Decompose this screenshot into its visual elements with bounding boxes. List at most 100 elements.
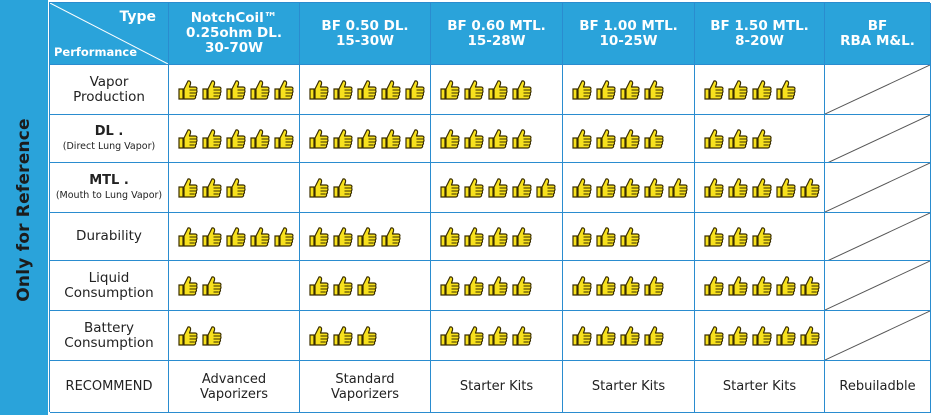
thumbs-up-icon (381, 226, 401, 247)
rating-cell (169, 163, 300, 213)
column-header: BF RBA M&L. (825, 3, 931, 65)
thumbs-up-icon (572, 128, 592, 149)
sidebar: Only for Reference (0, 0, 48, 415)
row-label-subtitle: (Mouth to Lung Vapor) (55, 190, 163, 201)
rating-cell (169, 65, 300, 115)
column-header-line: 15-28W (467, 32, 526, 49)
thumbs-up-icon (440, 79, 460, 100)
thumbs-up-icon (178, 275, 198, 296)
row-label: MTL . (Mouth to Lung Vapor) (50, 163, 169, 213)
thumbs-up-icon (644, 275, 664, 296)
thumbs-up-icon (405, 79, 425, 100)
not-applicable-cell (825, 65, 931, 115)
thumbs-up-icon (728, 128, 748, 149)
recommend-line: Advanced (201, 371, 267, 387)
thumbs-up-icon (620, 325, 640, 346)
thumbs-up-icon (512, 325, 532, 346)
thumbs-up-icon (202, 325, 222, 346)
thumbs-up-icon (512, 79, 532, 100)
thumbs-up-icon (309, 79, 329, 100)
thumbs-up-icon (488, 275, 508, 296)
thumbs-up-icon (274, 226, 294, 247)
thumbs-up-icon (357, 325, 377, 346)
header-corner: Type Performance (50, 3, 169, 65)
thumbs-up-icon (464, 325, 484, 346)
thumbs-up-icon (596, 325, 616, 346)
thumbs-up-icon (536, 177, 556, 198)
thumbs-up-icon (596, 128, 616, 149)
rating-cell (300, 65, 431, 115)
diagonal-slash (825, 65, 930, 114)
row-label-line: Liquid (88, 269, 130, 286)
column-header-line: RBA M&L. (840, 32, 915, 49)
thumbs-up-icon (309, 275, 329, 296)
rating-cell (431, 261, 563, 311)
thumbs-up-icon (752, 226, 772, 247)
thumbs-up-icon (704, 128, 724, 149)
row-label-line: Vapor (89, 73, 129, 90)
rating-cell (695, 311, 825, 361)
thumbs-up-icon (250, 79, 270, 100)
recommend-cell: Starter Kits (431, 361, 563, 413)
thumbs-up-icon (800, 325, 820, 346)
thumbs-up-icon (668, 177, 688, 198)
column-header-line: 0.25ohm DL. (186, 25, 282, 41)
row-label-line: Production (73, 88, 145, 105)
thumbs-up-icon (464, 226, 484, 247)
thumbs-up-icon (572, 325, 592, 346)
thumbs-up-icon (178, 79, 198, 100)
thumbs-up-icon (752, 79, 772, 100)
performance-label: Performance (54, 45, 138, 59)
thumbs-up-icon (752, 128, 772, 149)
thumbs-up-icon (309, 226, 329, 247)
thumbs-up-icon (440, 226, 460, 247)
thumbs-up-icon (464, 128, 484, 149)
column-header-line: BF 0.50 DL. (321, 17, 409, 34)
thumbs-up-icon (309, 128, 329, 149)
row-label-line: DL . (94, 124, 124, 139)
row-label: Vapor Production (50, 65, 169, 115)
recommend-line: Starter Kits (722, 379, 797, 394)
thumbs-up-icon (357, 79, 377, 100)
row-label-line: Battery (84, 319, 134, 336)
thumbs-up-icon (202, 177, 222, 198)
thumbs-up-icon (226, 177, 246, 198)
thumbs-up-icon (776, 177, 796, 198)
rating-cell (300, 163, 431, 213)
thumbs-up-icon (381, 128, 401, 149)
column-header: BF 1.50 MTL. 8-20W (695, 3, 825, 65)
thumbs-up-icon (572, 275, 592, 296)
thumbs-up-icon (333, 275, 353, 296)
row-label-line: Consumption (64, 334, 154, 351)
thumbs-up-icon (274, 79, 294, 100)
thumbs-up-icon (333, 128, 353, 149)
row-label: DL . (Direct Lung Vapor) (50, 115, 169, 163)
not-applicable-cell (825, 163, 931, 213)
row-label: Liquid Consumption (50, 261, 169, 311)
thumbs-up-icon (488, 226, 508, 247)
thumbs-up-icon (333, 325, 353, 346)
thumbs-up-icon (333, 79, 353, 100)
thumbs-up-icon (512, 226, 532, 247)
thumbs-up-icon (178, 177, 198, 198)
thumbs-up-icon (440, 128, 460, 149)
thumbs-up-icon (596, 275, 616, 296)
thumbs-up-icon (333, 226, 353, 247)
thumbs-up-icon (728, 325, 748, 346)
thumbs-up-icon (381, 79, 401, 100)
thumbs-up-icon (620, 226, 640, 247)
thumbs-up-icon (178, 325, 198, 346)
thumbs-up-icon (488, 79, 508, 100)
thumbs-up-icon (464, 177, 484, 198)
thumbs-up-icon (620, 177, 640, 198)
thumbs-up-icon (464, 275, 484, 296)
sidebar-label: Only for Reference (14, 118, 34, 302)
column-header-line: BF 0.60 MTL. (447, 17, 546, 34)
recommend-cell: Standard Vaporizers (300, 361, 431, 413)
thumbs-up-icon (704, 177, 724, 198)
thumbs-up-icon (202, 275, 222, 296)
thumbs-up-icon (572, 177, 592, 198)
column-header-line: 15-30W (335, 32, 395, 49)
thumbs-up-icon (620, 128, 640, 149)
thumbs-up-icon (357, 275, 377, 296)
